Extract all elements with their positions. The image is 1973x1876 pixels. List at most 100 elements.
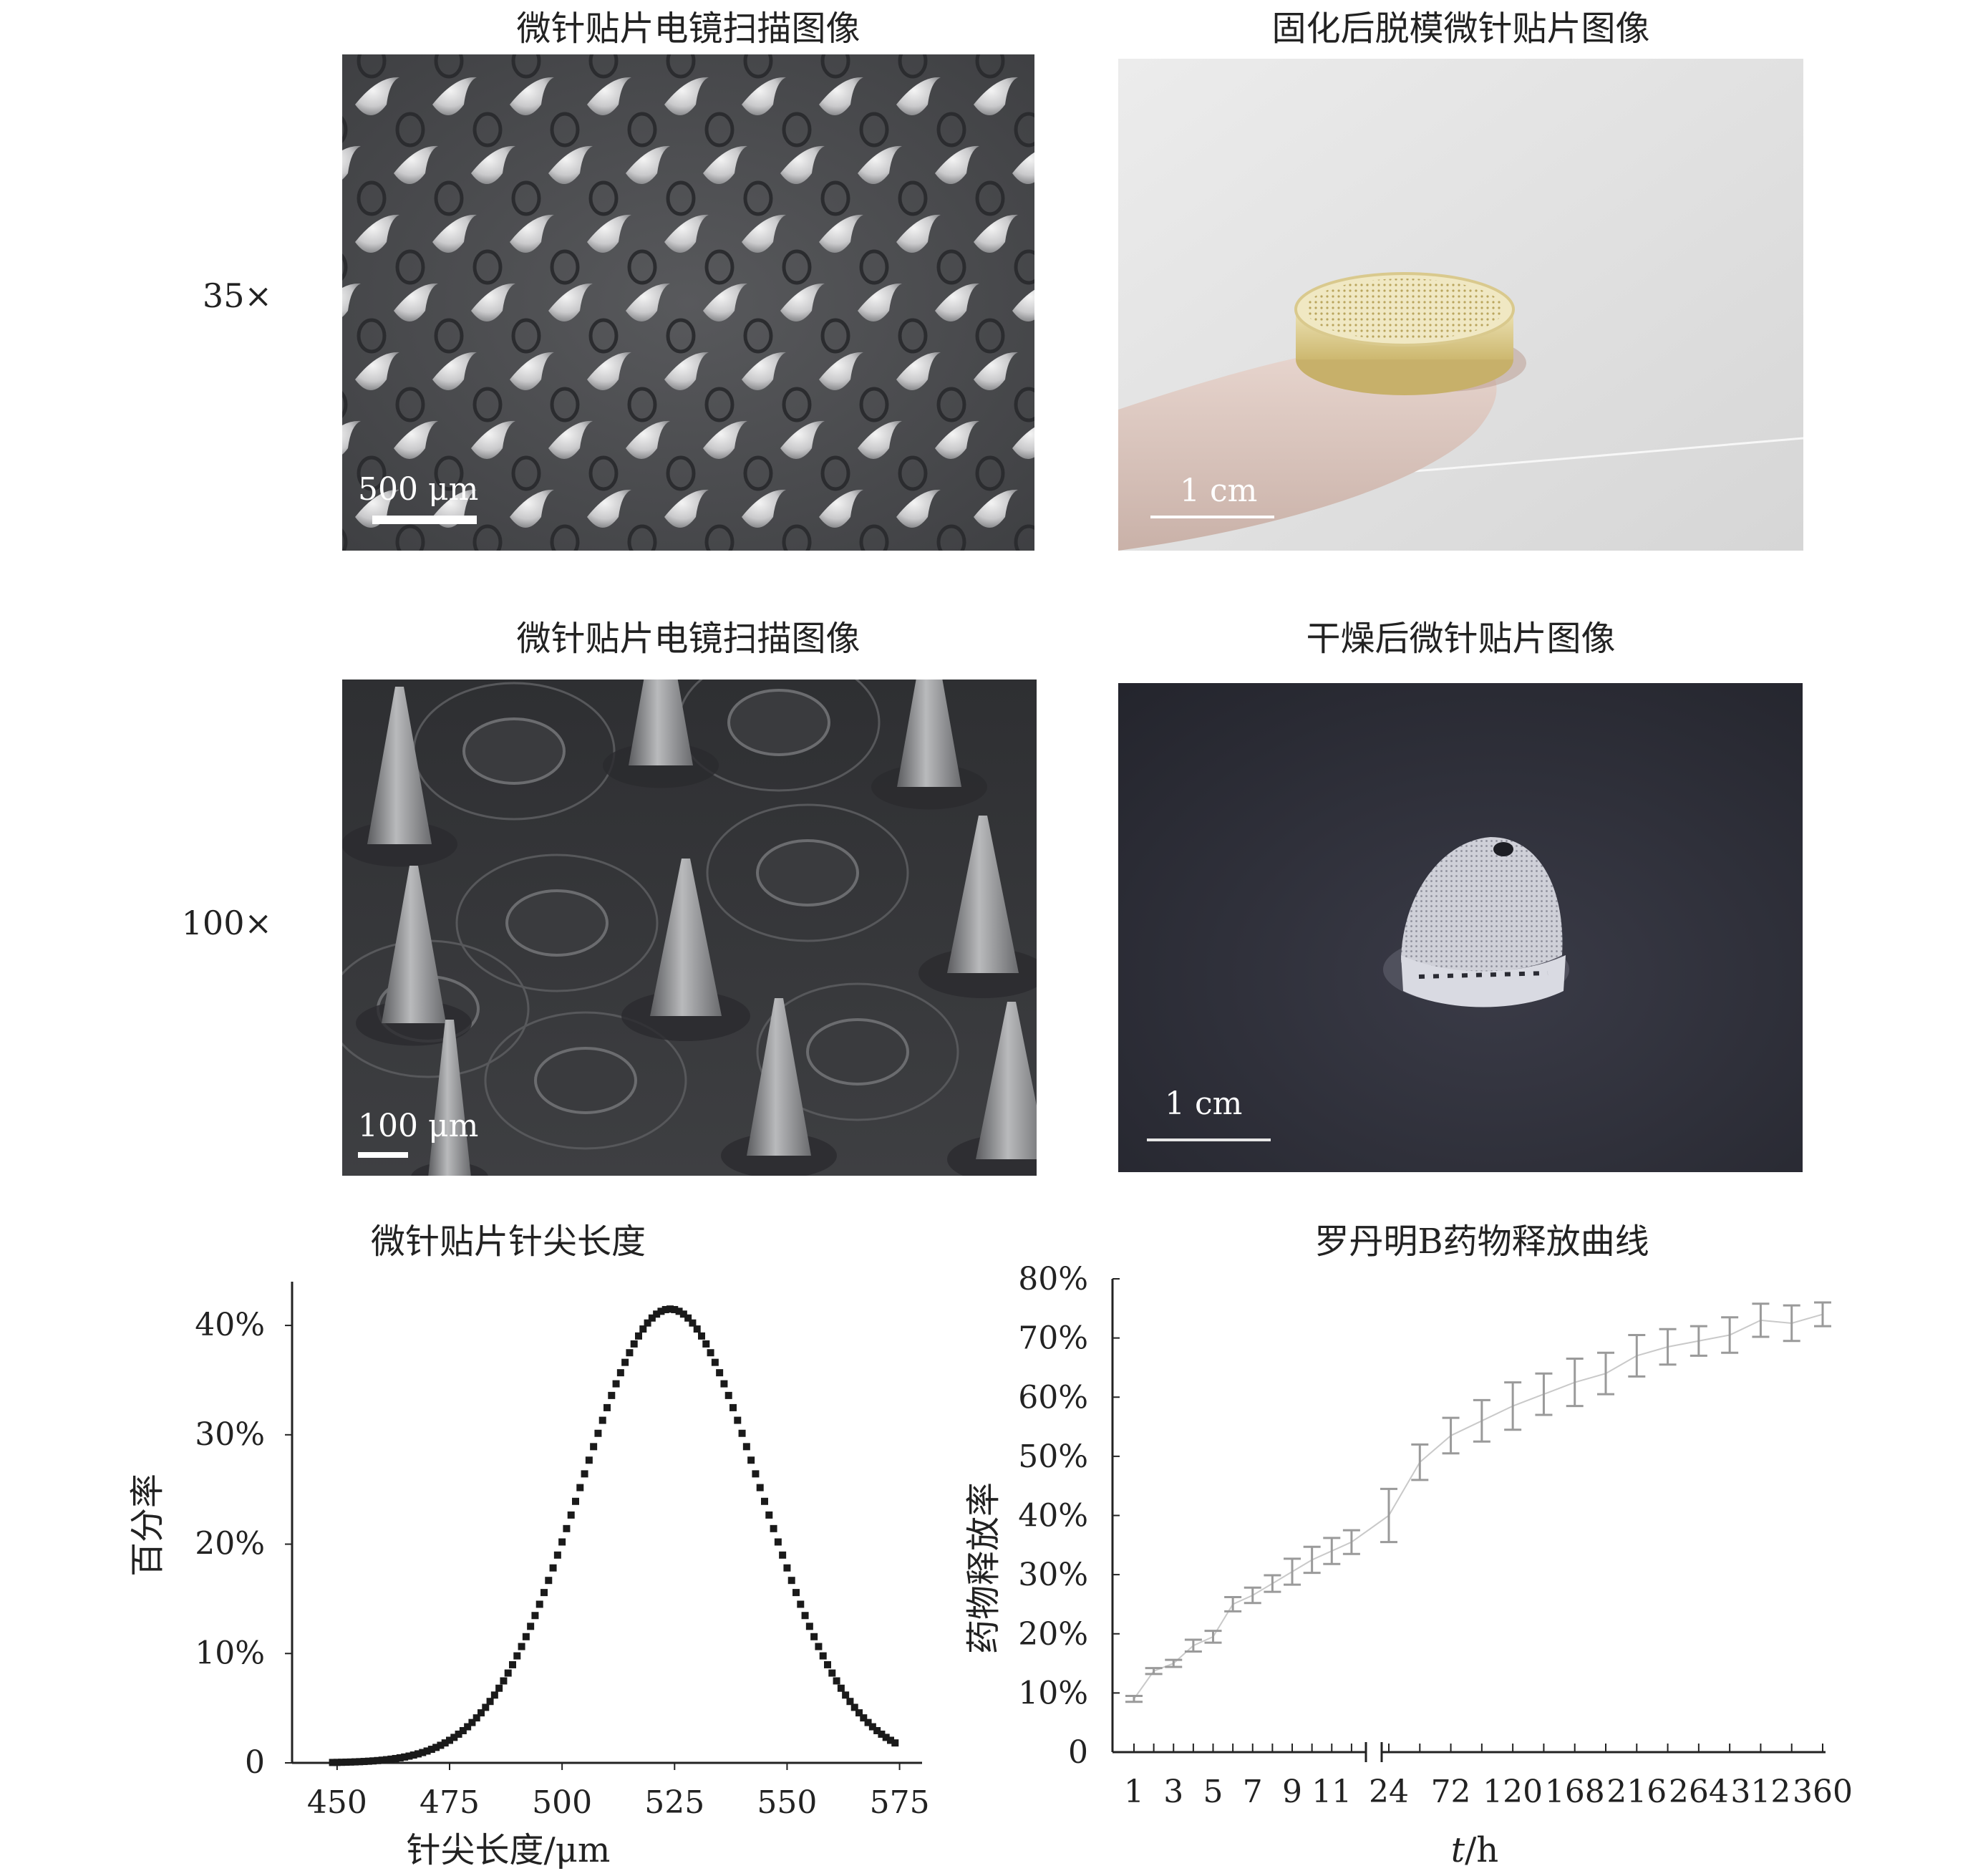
needle-tip <box>664 352 709 390</box>
y-tick-label: 30% <box>1018 1557 1088 1593</box>
data-point <box>482 1703 490 1711</box>
data-point <box>675 1307 683 1315</box>
needle-tip <box>703 420 747 459</box>
needle-tip <box>471 145 515 184</box>
hole-ring <box>588 180 619 216</box>
hole-ring <box>743 455 773 491</box>
data-point <box>378 1756 386 1764</box>
y-tick-label: 20% <box>1018 1616 1088 1653</box>
data-point <box>594 1429 602 1437</box>
hole-ring <box>434 318 464 354</box>
error-bar <box>1264 1574 1281 1593</box>
demolded-patch-photo: 1 cm <box>1118 59 1803 551</box>
needle-tip <box>471 283 515 321</box>
data-point <box>338 1759 346 1766</box>
hole-ring <box>395 112 425 148</box>
data-point <box>567 1511 575 1519</box>
sem-image-35x: 500 μm <box>342 54 1034 551</box>
hole-ring <box>511 455 541 491</box>
data-point <box>590 1443 598 1451</box>
hole-ring <box>434 455 464 491</box>
data-point <box>581 1470 588 1478</box>
y-tick-label: 50% <box>1018 1439 1088 1475</box>
base-ring <box>484 1011 687 1150</box>
data-point <box>437 1741 445 1749</box>
x-tick-label: 5 <box>1203 1774 1223 1810</box>
data-point <box>738 1429 746 1437</box>
microneedle-cone <box>747 998 811 1156</box>
x-tick-label: 575 <box>870 1784 930 1821</box>
data-point <box>545 1577 553 1585</box>
hole-ring <box>782 112 812 148</box>
data-point <box>427 1746 435 1754</box>
data-point <box>873 1726 881 1734</box>
data-point <box>707 1349 714 1357</box>
data-point <box>369 1757 377 1765</box>
data-point <box>635 1332 642 1340</box>
hole-ring <box>782 387 812 422</box>
needle-tip <box>780 145 825 184</box>
hole-ring <box>743 180 773 216</box>
error-bar <box>1721 1316 1739 1354</box>
scale-bar-label: 1 cm <box>1165 1086 1243 1122</box>
error-bar <box>1224 1596 1242 1613</box>
data-point <box>472 1714 480 1722</box>
data-point <box>527 1623 535 1630</box>
microneedle-cone <box>650 859 722 1016</box>
x-tick-label: 475 <box>420 1784 480 1821</box>
data-point <box>329 1759 336 1766</box>
data-point <box>787 1577 795 1585</box>
error-bar <box>1814 1301 1831 1328</box>
error-bar <box>1628 1333 1646 1378</box>
y-tick-label: 20% <box>195 1526 265 1562</box>
hole-ring <box>975 54 1005 79</box>
data-point <box>396 1754 404 1761</box>
needle-tip <box>432 77 477 115</box>
hole-ring <box>357 455 387 491</box>
hole-ring <box>936 524 966 551</box>
hole-ring <box>357 54 387 79</box>
row-label-100x: 100× <box>181 904 272 942</box>
data-point <box>553 1551 561 1559</box>
needle-tip <box>587 352 631 390</box>
needle-tip <box>510 352 554 390</box>
error-bar <box>1342 1529 1360 1555</box>
x-tick-label: 11 <box>1312 1774 1352 1810</box>
data-point <box>464 1723 472 1731</box>
base-dimple <box>727 689 830 756</box>
sem-image-100x: 100 μm <box>342 680 1037 1176</box>
hole-ring <box>898 180 928 216</box>
microneedle-cone <box>976 1002 1037 1159</box>
microneedle-cone <box>382 866 446 1023</box>
hole-ring <box>1014 112 1034 148</box>
y-tick-label: 10% <box>195 1635 265 1671</box>
y-tick-label: 0 <box>1068 1734 1088 1771</box>
needle-tip <box>974 489 1018 528</box>
hole-ring <box>704 112 735 148</box>
data-point <box>387 1755 395 1763</box>
error-bar <box>1244 1586 1261 1605</box>
data-point <box>612 1380 620 1388</box>
y-tick-label: 80% <box>1018 1261 1088 1297</box>
data-point <box>761 1497 768 1505</box>
data-point <box>734 1416 742 1424</box>
needle-tip <box>780 420 825 459</box>
hole-ring <box>627 524 657 551</box>
needle-tip <box>896 489 941 528</box>
hole-ring <box>588 54 619 79</box>
hole-ring <box>859 524 889 551</box>
needle-tip <box>548 420 593 459</box>
hole-ring <box>898 455 928 491</box>
data-point <box>518 1643 525 1650</box>
x-tick-label: 9 <box>1282 1774 1302 1810</box>
data-point <box>860 1714 868 1722</box>
scale-bar <box>1147 1138 1271 1141</box>
data-point <box>419 1749 427 1756</box>
data-point <box>342 1759 350 1766</box>
data-point <box>352 1758 359 1766</box>
needle-tip <box>626 283 670 321</box>
data-point <box>693 1325 701 1333</box>
scale-bar <box>1150 516 1274 518</box>
title-dried-photo: 干燥后微针贴片图像 <box>1306 619 1616 659</box>
data-point <box>486 1698 494 1706</box>
